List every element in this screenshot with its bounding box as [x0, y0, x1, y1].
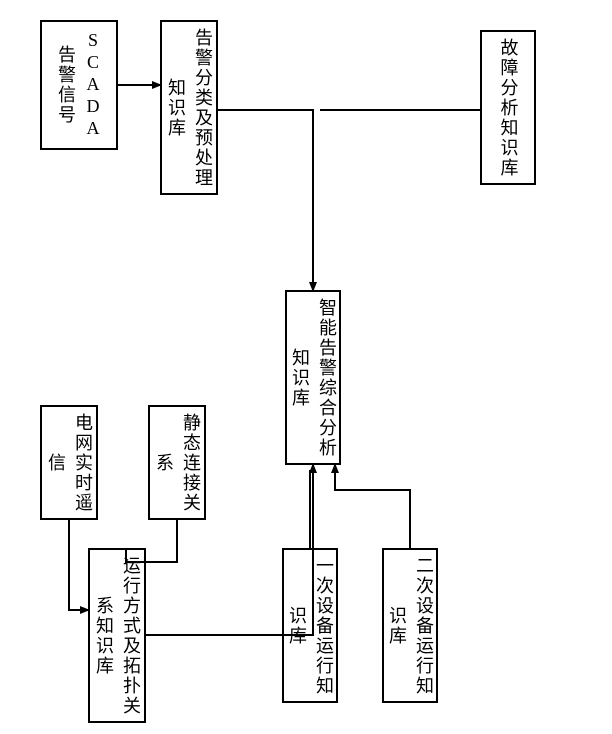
edge-secondary-to-center	[335, 465, 410, 548]
node-topo-label: 运行方式及拓扑关系知识库	[90, 550, 144, 721]
edge-gridrt-to-topo	[69, 520, 88, 610]
node-grid-rt-label: 电网实时遥信	[42, 407, 96, 518]
node-primary-kb: 一次设备运行知识库	[282, 548, 338, 703]
node-scada-label: SCADA 告警信号	[52, 22, 106, 148]
node-topo: 运行方式及拓扑关系知识库	[88, 548, 146, 723]
node-grid-rt: 电网实时遥信	[40, 405, 98, 520]
node-center: 智能告警综合分析知识库	[285, 290, 341, 465]
node-alarm-class: 告警分类及预处理知识库	[160, 20, 218, 195]
node-primary-kb-label: 一次设备运行知识库	[283, 550, 337, 701]
node-static-conn-label: 静态连接关系	[150, 407, 204, 518]
node-scada: SCADA 告警信号	[40, 20, 118, 150]
node-alarm-class-label: 告警分类及预处理知识库	[162, 22, 216, 193]
node-secondary-kb: 二次设备运行知识库	[382, 548, 438, 703]
node-static-conn: 静态连接关系	[148, 405, 206, 520]
node-secondary-kb-label: 二次设备运行知识库	[383, 550, 437, 701]
node-fault-kb-label: 故障分析知识库	[495, 38, 522, 178]
node-fault-kb: 故障分析知识库	[480, 30, 536, 185]
node-center-label: 智能告警综合分析知识库	[286, 292, 340, 463]
edge-alarm-to-center	[218, 110, 313, 290]
